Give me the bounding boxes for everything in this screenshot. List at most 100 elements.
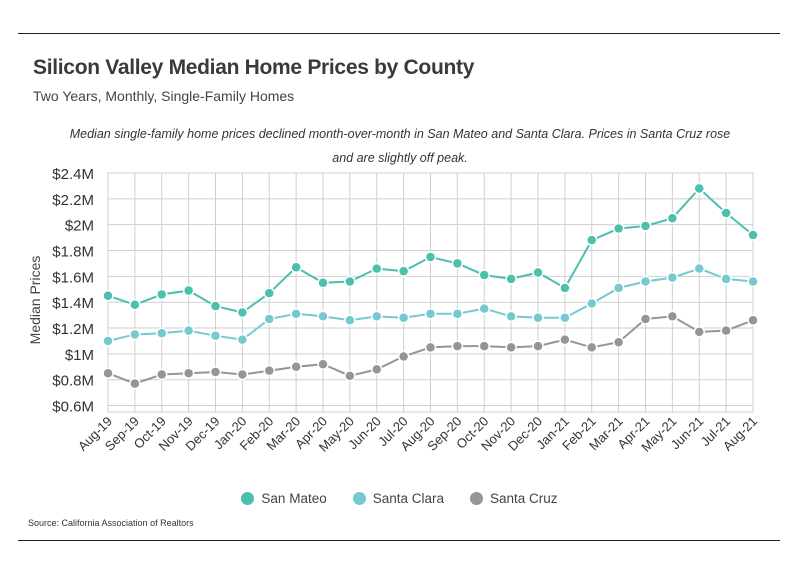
data-point <box>532 340 544 352</box>
data-point <box>263 313 275 325</box>
data-point <box>505 310 517 323</box>
legend-item: Santa Cruz <box>470 491 558 506</box>
data-point <box>397 265 410 277</box>
data-point <box>586 234 598 246</box>
y-tick-label: $0.6M <box>52 399 94 416</box>
y-tick-label: $1.8M <box>52 244 94 261</box>
y-tick-label: $2.4M <box>52 166 94 183</box>
legend-label: San Mateo <box>261 491 327 506</box>
data-point <box>666 212 679 224</box>
data-point <box>720 207 732 219</box>
y-tick-label: $2.2M <box>52 192 94 209</box>
data-point <box>371 262 383 275</box>
data-point <box>209 366 222 378</box>
data-point <box>747 314 759 327</box>
data-point <box>559 282 571 294</box>
legend-item: Santa Clara <box>352 491 445 506</box>
y-tick-label: $2M <box>65 218 94 235</box>
legend-item: San Mateo <box>241 491 327 506</box>
data-point <box>182 367 195 379</box>
data-point <box>290 261 302 274</box>
legend-marker <box>470 492 484 505</box>
data-point <box>424 251 437 263</box>
data-point <box>156 288 168 301</box>
data-point <box>586 341 598 354</box>
data-point <box>263 364 275 377</box>
data-point <box>559 311 571 324</box>
data-point <box>129 377 141 390</box>
data-point <box>344 314 356 327</box>
data-point <box>451 257 464 270</box>
data-point <box>612 222 625 235</box>
data-point <box>236 306 249 319</box>
data-point <box>478 340 490 352</box>
data-point <box>263 287 275 299</box>
data-point <box>290 308 302 320</box>
data-point <box>693 262 705 275</box>
y-tick-label: $1.6M <box>52 269 94 286</box>
data-point <box>182 324 195 337</box>
data-point <box>451 340 464 352</box>
chart-legend: San Mateo Santa Clara Santa Cruz <box>0 491 799 506</box>
legend-label: Santa Clara <box>372 491 445 506</box>
data-point <box>317 310 329 323</box>
data-point <box>559 333 571 346</box>
data-point <box>209 330 222 342</box>
y-axis-ticks: $0.6M $0.8M $1M $1.2M $1.4M $1.6M $1.8M $2M $2.2… <box>52 166 94 416</box>
data-point <box>397 350 410 363</box>
y-tick-label: $1.2M <box>52 321 94 338</box>
data-point <box>639 220 652 232</box>
data-point <box>290 361 302 373</box>
data-point <box>586 297 598 310</box>
data-point <box>639 275 652 288</box>
data-point <box>236 368 249 381</box>
legend-marker <box>352 492 366 505</box>
data-point <box>344 275 356 288</box>
data-point <box>478 302 490 315</box>
data-point <box>505 341 517 354</box>
data-point <box>424 308 437 320</box>
y-tick-label: $1.4M <box>52 295 94 312</box>
data-point <box>236 333 249 346</box>
data-point <box>720 273 732 285</box>
data-point <box>747 229 759 241</box>
legend-marker <box>241 492 255 505</box>
data-point <box>666 271 679 284</box>
data-point <box>693 182 705 195</box>
data-point <box>129 328 141 341</box>
data-point <box>612 336 625 348</box>
legend-label: Santa Cruz <box>490 491 558 506</box>
chart-series <box>102 182 759 390</box>
data-point <box>102 367 114 379</box>
data-point <box>666 310 679 323</box>
data-point <box>747 275 759 288</box>
data-point <box>693 326 705 338</box>
data-point <box>639 313 652 325</box>
data-point <box>182 284 195 297</box>
data-point <box>612 282 625 294</box>
data-point <box>209 300 222 312</box>
data-point <box>317 358 329 370</box>
data-point <box>102 289 114 302</box>
chart-title: Silicon Valley Median Home Prices by Cou… <box>33 56 475 79</box>
x-axis-ticks: Aug-19Sep-19Oct-19Nov-19Dec-19Jan-20Feb-… <box>75 414 760 455</box>
data-point <box>478 269 490 281</box>
y-axis-label: Median Prices <box>27 256 43 345</box>
data-point <box>424 341 437 354</box>
y-tick-label: $1M <box>65 347 94 364</box>
data-point <box>371 363 383 376</box>
data-point <box>344 370 356 382</box>
data-point <box>102 335 114 347</box>
data-point <box>532 311 544 324</box>
data-point <box>451 308 464 320</box>
top-rule <box>18 33 780 34</box>
data-point <box>720 324 732 337</box>
data-point <box>129 299 141 311</box>
y-tick-label: $0.8M <box>52 373 94 390</box>
chart-note: Median single-family home prices decline… <box>69 127 731 165</box>
data-point <box>156 368 168 381</box>
bottom-rule <box>18 540 780 541</box>
chart-grid <box>107 172 754 413</box>
data-point <box>532 266 544 279</box>
